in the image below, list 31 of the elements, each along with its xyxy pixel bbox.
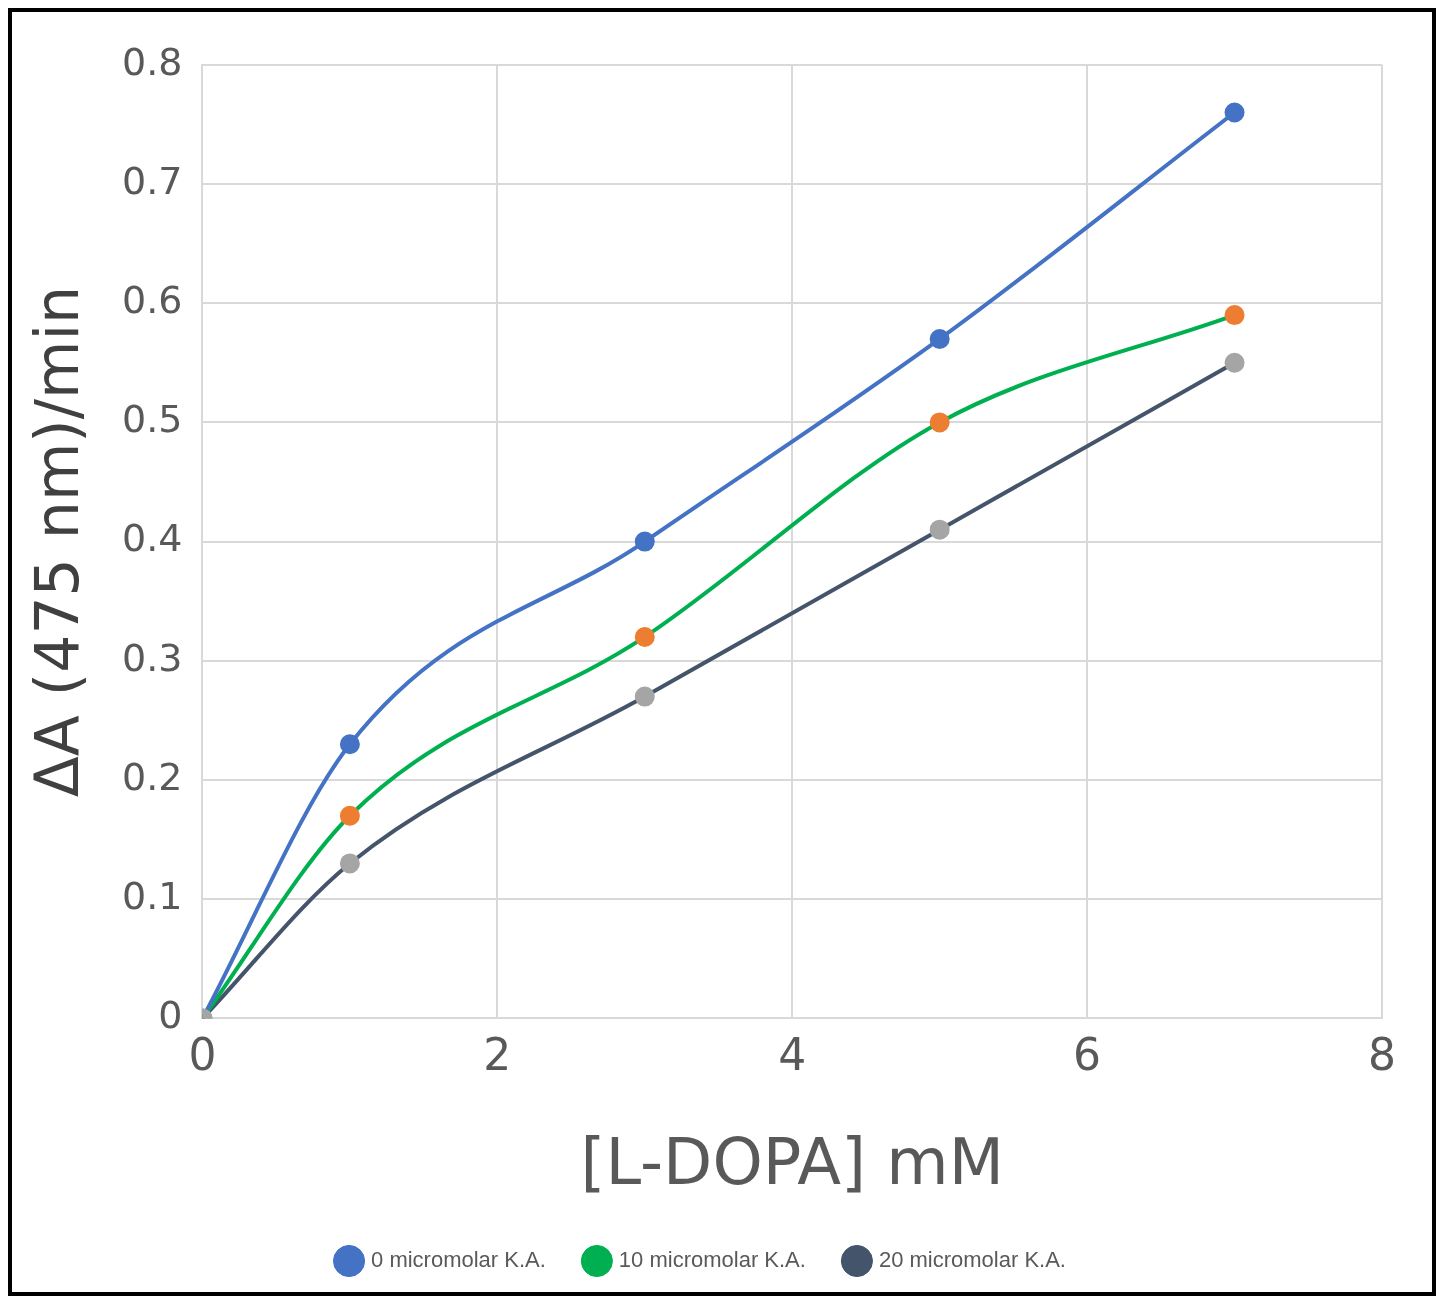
y-tick-label: 0.2 bbox=[122, 754, 183, 799]
y-tick-label: 0.8 bbox=[122, 39, 183, 84]
point bbox=[1224, 102, 1245, 123]
legend-label: 20 micromolar K.A. bbox=[878, 1247, 1066, 1273]
x-axis-title: [L-DOPA] mM bbox=[580, 1125, 1004, 1200]
point bbox=[339, 805, 360, 826]
x-tick-label: 8 bbox=[1368, 1029, 1396, 1081]
y-tick-label: 0.3 bbox=[122, 635, 183, 680]
point bbox=[634, 686, 655, 707]
point bbox=[1224, 305, 1245, 326]
y-axis-title: ΔA (475 nm)/min bbox=[21, 285, 92, 798]
x-tick-label: 6 bbox=[1073, 1029, 1102, 1081]
point bbox=[339, 853, 360, 874]
y-tick-label: 0 bbox=[158, 993, 183, 1038]
x-tick-label: 2 bbox=[483, 1029, 512, 1081]
point bbox=[929, 412, 950, 433]
point bbox=[634, 531, 655, 552]
point bbox=[929, 328, 950, 349]
point bbox=[339, 734, 360, 755]
legend-label: 10 micromolar K.A. bbox=[618, 1247, 806, 1273]
point bbox=[1224, 352, 1245, 373]
y-tick-label: 0.7 bbox=[122, 158, 183, 203]
y-tick-label: 0.6 bbox=[122, 278, 183, 323]
legend-label: 0 micromolar K.A. bbox=[371, 1247, 546, 1273]
point bbox=[634, 626, 655, 647]
y-tick-label: 0.1 bbox=[122, 874, 183, 919]
x-tick-label: 0 bbox=[188, 1029, 217, 1081]
point bbox=[929, 519, 950, 540]
y-tick-label: 0.5 bbox=[122, 397, 183, 442]
x-tick-label: 4 bbox=[778, 1029, 807, 1081]
y-tick-label: 0.4 bbox=[122, 516, 183, 561]
